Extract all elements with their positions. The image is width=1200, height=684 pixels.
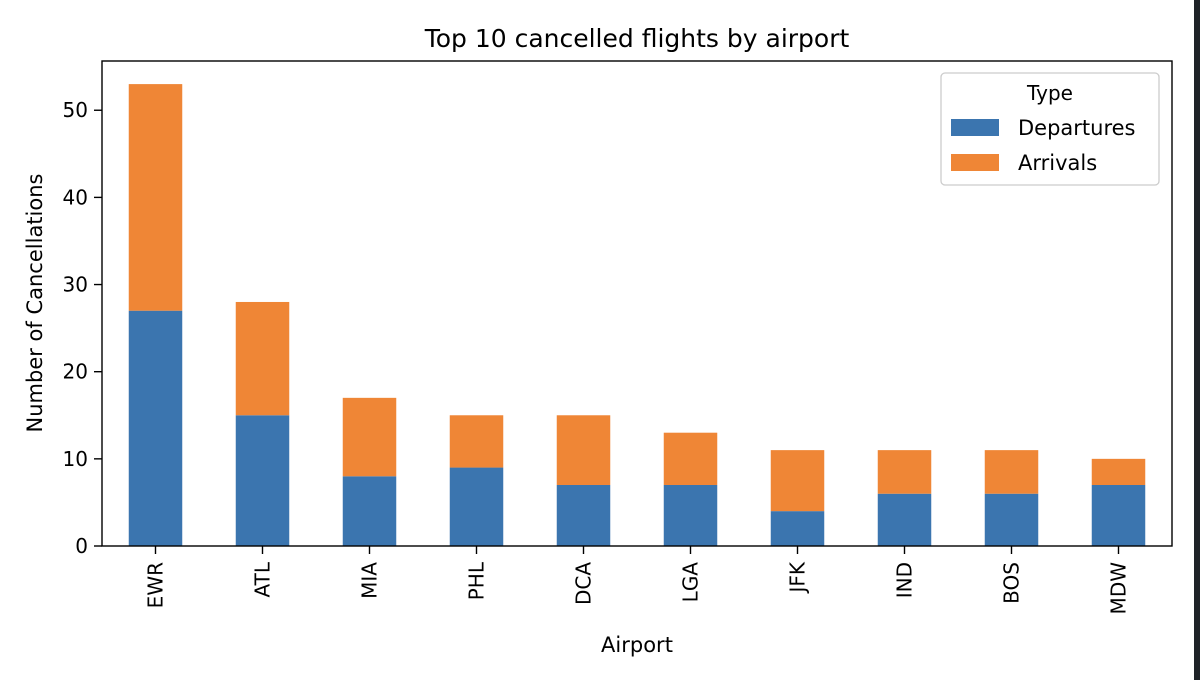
x-tick-label-ewr: EWR — [144, 562, 168, 608]
x-tick-label-mdw: MDW — [1107, 562, 1131, 615]
x-tick-label-lga: LGA — [679, 562, 703, 603]
y-tick-label: 0 — [75, 534, 88, 558]
bars-layer — [128, 84, 1146, 546]
x-tick-label-phl: PHL — [465, 561, 489, 600]
x-tick-label-jfk: JFK — [786, 561, 810, 594]
bar-mdw-arrivals — [1091, 458, 1146, 485]
y-tick-label: 10 — [63, 447, 88, 471]
x-tick-label-mia: MIA — [358, 562, 382, 599]
legend-label-departures: Departures — [1018, 116, 1136, 140]
chart-title: Top 10 cancelled flights by airport — [424, 24, 850, 53]
bar-mdw-departures — [1091, 484, 1146, 546]
bar-dca-arrivals — [556, 415, 611, 485]
bar-bos-arrivals — [984, 450, 1039, 494]
right-edge-frame — [1194, 0, 1200, 680]
x-tick-label-dca: DCA — [572, 562, 596, 605]
bar-ind-arrivals — [877, 450, 932, 494]
bar-mia-departures — [342, 476, 397, 546]
y-tick-label: 30 — [63, 273, 88, 297]
y-tick-label: 50 — [63, 98, 88, 122]
legend-swatch-arrivals — [951, 154, 999, 171]
bar-bos-departures — [984, 493, 1039, 546]
y-axis-label: Number of Cancellations — [23, 174, 47, 433]
bar-ind-departures — [877, 493, 932, 546]
legend: Type Departures Arrivals — [940, 72, 1160, 186]
x-tick-label-bos: BOS — [1000, 562, 1024, 604]
legend-swatch-departures — [951, 119, 999, 136]
bar-lga-arrivals — [663, 432, 718, 485]
legend-title: Type — [1026, 81, 1073, 105]
bar-dca-departures — [556, 484, 611, 546]
x-axis-label: Airport — [601, 633, 673, 657]
bar-phl-departures — [449, 467, 504, 546]
axes-layer: 0 10 20 30 40 50 EWR ATL MIA PHL DCA LGA JFK IND BOS MD… — [63, 60, 1173, 615]
y-tick-label: 40 — [63, 185, 88, 209]
bar-mia-arrivals — [342, 397, 397, 477]
bar-jfk-arrivals — [770, 450, 825, 512]
bar-phl-arrivals — [449, 415, 504, 468]
bar-ewr-departures — [128, 310, 183, 546]
x-tick-label-ind: IND — [893, 562, 917, 598]
legend-label-arrivals: Arrivals — [1018, 151, 1097, 175]
bar-atl-departures — [235, 415, 290, 546]
y-tick-label: 20 — [63, 360, 88, 384]
bar-ewr-arrivals — [128, 84, 183, 311]
bar-jfk-departures — [770, 511, 825, 546]
plot-frame — [101, 60, 1173, 547]
x-tick-label-atl: ATL — [251, 561, 275, 597]
bar-atl-arrivals — [235, 301, 290, 416]
bar-lga-departures — [663, 484, 718, 546]
